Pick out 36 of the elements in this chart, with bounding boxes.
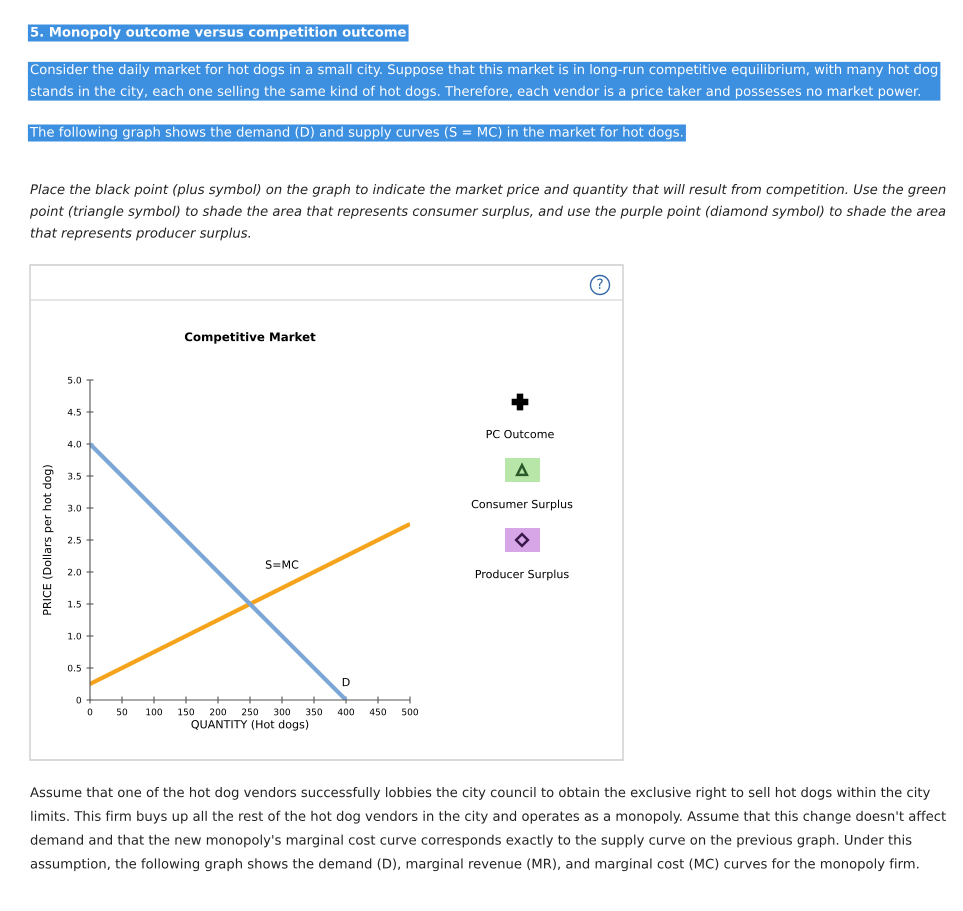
x-tick-label: 50 [116,708,128,716]
text: Consumer Surplus [472,500,572,510]
text: Consider the daily market for hot dogs in a small city. Suppose that this market is in long-run competitive equilibrium, with many hot dog stands in the city, each one selling the same kind of hot dogs. Therefore, each vendor is a price taker and possesses no market power. [30,64,938,99]
text: ? [597,278,603,289]
series-label: S=MC [266,560,298,569]
y-tick-label: 3.5 [68,472,81,480]
x-tick-label: 350 [306,708,322,716]
x-tick-label: 150 [178,708,194,716]
y-tick-label: 2.0 [68,568,82,576]
y-tick-label: 3.0 [68,504,82,512]
y-tick-label: 0.5 [68,664,81,672]
x-tick-label: 250 [242,708,258,716]
chart-title: Competitive Market [184,332,316,344]
x-tick-label: 450 [370,708,386,716]
y-tick-label: 4.5 [68,408,81,416]
x-tick-label: 200 [210,708,226,716]
text: The following graph shows the demand (D) and supply curves (S = MC) in the market for hot dogs. [30,126,682,140]
x-tick-label: 500 [402,708,418,716]
text: Place the black point (plus symbol) on the graph to indicate the market price and quantity that will result from competition. Use the green point (triangle symbol) to shade the area that represents consumer surplus, and use the purple point (diamond symbol) to shade the area that represents producer surplus. [30,184,946,240]
x-axis-title: QUANTITY (Hot dogs) [191,720,308,731]
x-tick-label: 300 [274,708,290,716]
y-tick-label: 1.0 [68,632,82,640]
text: 5. Monopoly outcome versus competition outcome [31,26,406,40]
series-label: D [342,678,350,686]
text: Producer Surplus [476,570,569,580]
x-tick-label: 400 [338,708,354,716]
text: Assume that one of the hot dog vendors successfully lobbies the city council to obtain the exclusive right to sell hot dogs within the city limits. This firm buys up all the rest of the hot dog vendors in the city and operates as a monopoly. Assume that this change doesn't affect demand and that the new monopoly's marginal cost curve corresponds exactly to the supply curve on the previous graph. Under this assumption, the following graph shows the demand (D), marginal revenue (MR), and marginal cost (MC) curves for the monopoly firm. [30,787,946,872]
x-tick-label: 100 [146,708,162,716]
y-tick-label: 4.0 [68,440,82,448]
y-tick-label: 1.5 [68,600,81,608]
y-tick-label: 0 [76,696,82,704]
text: PC Outcome [486,430,554,438]
x-tick-label: 0 [88,708,92,716]
y-tick-label: 2.5 [68,536,81,544]
y-tick-label: 5.0 [68,376,82,384]
y-axis-title: PRICE (Dollars per hot dog) [42,465,54,615]
